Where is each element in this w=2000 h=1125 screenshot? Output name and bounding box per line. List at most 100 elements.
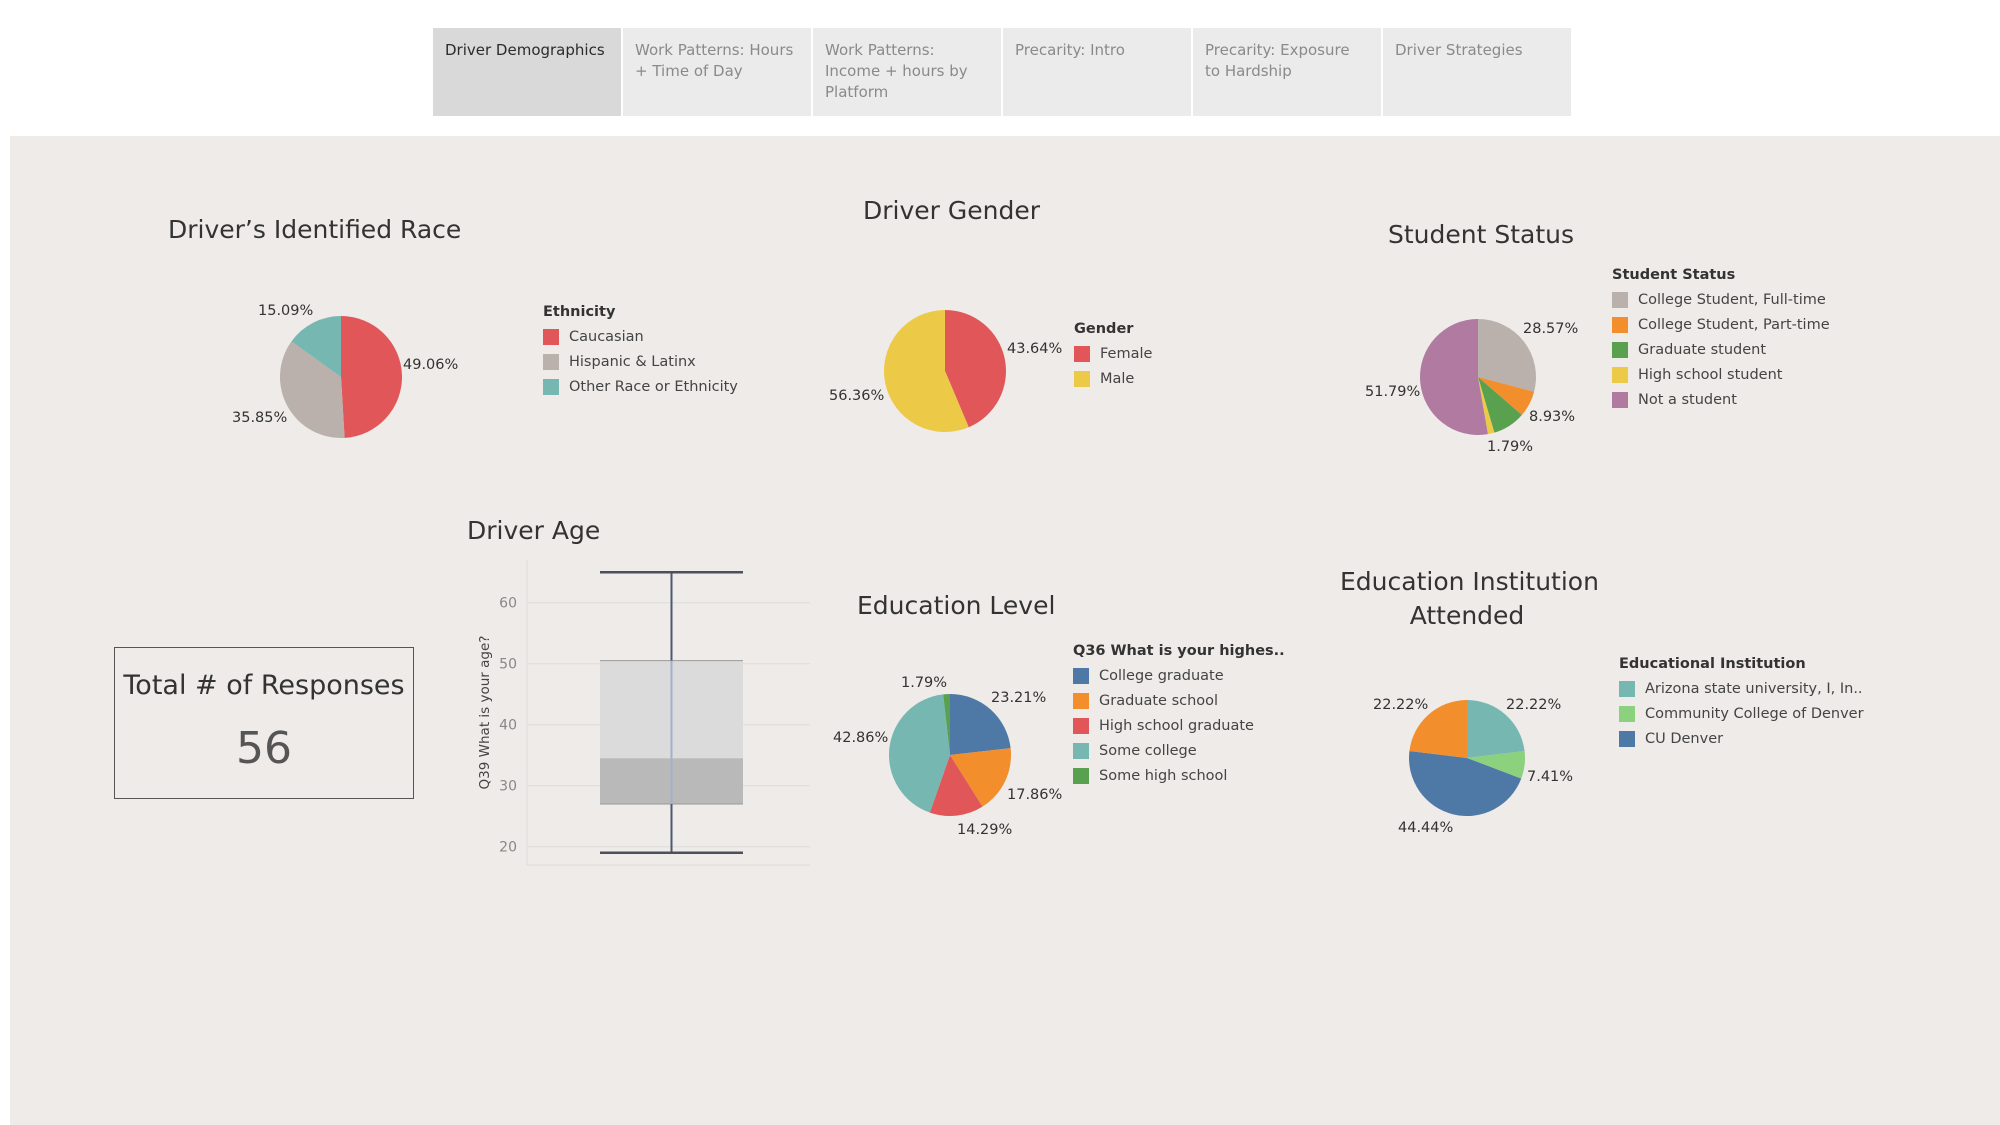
tab-work-patterns-hours[interactable]: Work Patterns: Hours + Time of Day: [623, 28, 811, 116]
age-boxplot[interactable]: 20 30 40 50 60 Q39 What is your age?: [465, 560, 825, 870]
legend-item[interactable]: Not a student: [1612, 387, 1830, 412]
tab-precarity-hardship[interactable]: Precarity: Exposure to Hardship: [1193, 28, 1381, 116]
legend-swatch: [1619, 705, 1635, 722]
institution-label-ccd: 7.41%: [1527, 769, 1574, 785]
pie-slice-student-4[interactable]: [1420, 319, 1488, 435]
institution-pie[interactable]: [1409, 700, 1525, 816]
legend-item[interactable]: Hispanic & Latinx: [543, 349, 738, 374]
tab-driver-demographics[interactable]: Driver Demographics: [433, 28, 621, 116]
gender-pie[interactable]: [884, 310, 1006, 432]
institution-chart-title: Education Institution Attended: [1340, 565, 1599, 633]
legend-swatch: [1619, 680, 1635, 697]
institution-legend: Educational Institution Arizona state un…: [1619, 656, 1864, 751]
legend-swatch: [1612, 391, 1628, 408]
student-legend: Student Status College Student, Full-tim…: [1612, 267, 1830, 412]
legend-label: College graduate: [1099, 667, 1224, 684]
pie-slice-race-1[interactable]: [280, 341, 345, 438]
race-pie[interactable]: [280, 316, 402, 438]
legend-swatch: [1612, 341, 1628, 358]
tab-precarity-intro[interactable]: Precarity: Intro: [1003, 28, 1191, 116]
pie-slice-gender-1[interactable]: [884, 310, 969, 432]
dashboard-canvas: [10, 136, 2000, 1125]
legend-item[interactable]: Female: [1074, 341, 1152, 366]
age-y-axis-title: Q39 What is your age?: [477, 636, 493, 790]
legend-item[interactable]: Caucasian: [543, 324, 738, 349]
race-label-other: 15.09%: [258, 303, 314, 319]
legend-swatch: [1612, 291, 1628, 308]
legend-item[interactable]: Male: [1074, 366, 1152, 391]
age-tick-label: 30: [499, 779, 517, 795]
student-pie[interactable]: [1420, 319, 1536, 435]
legend-label: College Student, Part-time: [1638, 316, 1830, 333]
pie-slice-institution-1[interactable]: [1467, 751, 1525, 779]
legend-item[interactable]: Graduate school: [1073, 688, 1285, 713]
institution-label-cu-denver: 44.44%: [1398, 820, 1454, 836]
legend-item[interactable]: High school student: [1612, 362, 1830, 387]
institution-legend-title: Educational Institution: [1619, 656, 1806, 672]
pie-slice-education-1[interactable]: [950, 748, 1011, 807]
legend-label: Community College of Denver: [1645, 705, 1864, 722]
legend-item[interactable]: Community College of Denver: [1619, 701, 1864, 726]
legend-item[interactable]: Some college: [1073, 738, 1285, 763]
legend-label: Female: [1100, 345, 1153, 362]
legend-label: Not a student: [1638, 391, 1737, 408]
education-chart-title: Education Level: [857, 591, 1056, 620]
pie-slice-race-0[interactable]: [341, 316, 402, 438]
pie-slice-student-1[interactable]: [1478, 377, 1535, 415]
legend-label: Some high school: [1099, 767, 1228, 784]
pie-slice-race-2[interactable]: [291, 316, 341, 377]
pie-slice-institution-0[interactable]: [1467, 700, 1525, 758]
education-pie[interactable]: [889, 694, 1011, 816]
education-label-some-highschool: 1.79%: [901, 675, 948, 691]
pie-slice-student-3[interactable]: [1478, 377, 1495, 435]
tab-work-patterns-income[interactable]: Work Patterns: Income + hours by Platfor…: [813, 28, 1001, 116]
dashboard-tabs: Driver Demographics Work Patterns: Hours…: [433, 28, 1571, 116]
legend-label: College Student, Full-time: [1638, 291, 1826, 308]
age-tick-label: 50: [499, 657, 517, 673]
student-label-not-student: 51.79%: [1365, 384, 1421, 400]
legend-swatch: [543, 353, 559, 370]
legend-label: CU Denver: [1645, 730, 1724, 747]
age-tick-label: 60: [499, 596, 517, 612]
legend-swatch: [1612, 316, 1628, 333]
race-legend-title: Ethnicity: [543, 304, 616, 320]
age-tick-label: 40: [499, 718, 517, 734]
pie-slice-gender-0[interactable]: [945, 310, 1006, 428]
legend-label: High school student: [1638, 366, 1783, 383]
legend-label: Caucasian: [569, 328, 644, 345]
race-legend: Ethnicity Caucasian Hispanic & Latinx Ot…: [543, 304, 738, 399]
legend-item[interactable]: Arizona state university, I, In..: [1619, 676, 1864, 701]
pie-slice-education-0[interactable]: [950, 694, 1011, 755]
total-responses-value: 56: [236, 723, 292, 774]
legend-item[interactable]: High school graduate: [1073, 713, 1285, 738]
legend-item[interactable]: College Student, Part-time: [1612, 312, 1830, 337]
legend-swatch: [543, 378, 559, 395]
legend-swatch: [1073, 717, 1089, 734]
pie-slice-institution-3[interactable]: [1409, 700, 1467, 758]
legend-item[interactable]: Graduate student: [1612, 337, 1830, 362]
total-responses-card: Total # of Responses 56: [114, 647, 414, 799]
legend-swatch: [1073, 767, 1089, 784]
legend-label: Other Race or Ethnicity: [569, 378, 738, 395]
education-label-grad-school: 17.86%: [1007, 787, 1063, 803]
pie-slice-education-2[interactable]: [929, 755, 983, 816]
education-label-college-grad: 23.21%: [991, 690, 1047, 706]
tab-driver-strategies[interactable]: Driver Strategies: [1383, 28, 1571, 116]
education-label-highschool-grad: 14.29%: [957, 822, 1013, 838]
education-legend: Q36 What is your highes.. College gradua…: [1073, 643, 1285, 788]
pie-slice-student-0[interactable]: [1478, 319, 1536, 392]
pie-slice-institution-2[interactable]: [1409, 751, 1522, 816]
pie-slice-student-2[interactable]: [1478, 377, 1522, 433]
pie-slice-education-3[interactable]: [889, 694, 950, 813]
legend-item[interactable]: CU Denver: [1619, 726, 1864, 751]
legend-item[interactable]: College graduate: [1073, 663, 1285, 688]
legend-item[interactable]: Other Race or Ethnicity: [543, 374, 738, 399]
total-responses-title: Total # of Responses: [123, 670, 405, 701]
legend-item[interactable]: College Student, Full-time: [1612, 287, 1830, 312]
age-chart-title: Driver Age: [467, 516, 601, 545]
legend-item[interactable]: Some high school: [1073, 763, 1285, 788]
pie-slice-education-4[interactable]: [943, 694, 950, 755]
legend-label: Male: [1100, 370, 1135, 387]
legend-swatch: [1074, 370, 1090, 387]
legend-label: High school graduate: [1099, 717, 1254, 734]
